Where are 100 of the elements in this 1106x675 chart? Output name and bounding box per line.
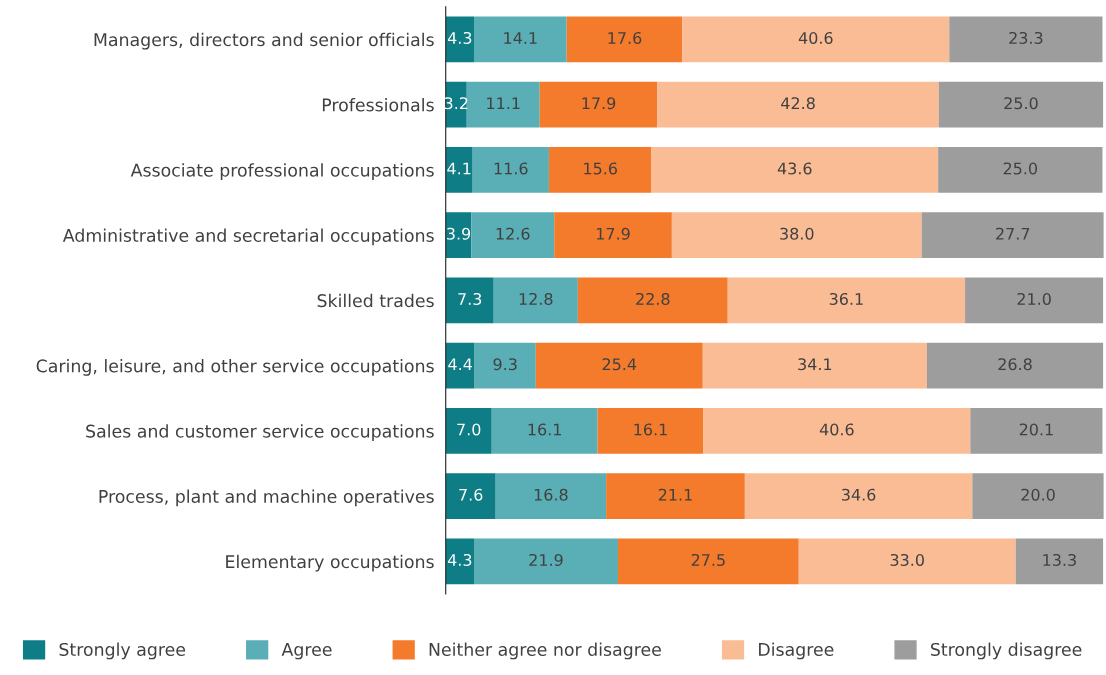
data-label: 3.9 bbox=[447, 227, 471, 240]
bar bbox=[466, 81, 540, 128]
bar bbox=[472, 147, 549, 193]
data-label: 25.0 bbox=[1003, 162, 1038, 175]
data-label: 27.7 bbox=[996, 227, 1030, 240]
bar bbox=[473, 16, 567, 63]
bar bbox=[566, 16, 683, 63]
data-label: 23.3 bbox=[1009, 31, 1043, 45]
bar bbox=[938, 147, 1103, 193]
bar bbox=[445, 212, 472, 258]
data-label: 20.1 bbox=[1019, 423, 1053, 436]
bar bbox=[474, 342, 536, 389]
data-label: 14.1 bbox=[504, 32, 537, 44]
bar bbox=[554, 212, 672, 258]
data-label: 12.6 bbox=[496, 227, 530, 240]
data-label: 7.6 bbox=[459, 488, 483, 501]
data-label: 11.1 bbox=[487, 97, 520, 110]
bar bbox=[548, 147, 652, 193]
data-label: 25.4 bbox=[602, 358, 637, 371]
bar bbox=[445, 408, 492, 454]
bar bbox=[597, 408, 704, 454]
bar bbox=[926, 342, 1104, 389]
data-label: 43.6 bbox=[777, 162, 812, 175]
y-tick-label: Skilled trades bbox=[317, 293, 434, 308]
bar bbox=[657, 81, 939, 128]
bar bbox=[445, 473, 496, 519]
data-label: 21.0 bbox=[1017, 292, 1051, 306]
data-label: 21.1 bbox=[658, 488, 692, 501]
bar bbox=[970, 408, 1103, 454]
data-label: 4.3 bbox=[447, 553, 472, 567]
bar bbox=[577, 277, 728, 324]
data-label: 26.8 bbox=[998, 358, 1032, 371]
bar bbox=[473, 538, 618, 585]
bar bbox=[539, 81, 658, 128]
bar bbox=[798, 538, 1016, 585]
bar bbox=[471, 212, 555, 258]
y-tick-label: Sales and customer service occupations bbox=[86, 424, 434, 442]
bar bbox=[445, 277, 494, 324]
bar bbox=[445, 147, 473, 193]
data-label: 27.5 bbox=[691, 553, 725, 567]
data-label: 38.0 bbox=[780, 227, 814, 240]
data-label: 3.2 bbox=[444, 97, 468, 110]
bar bbox=[938, 81, 1104, 128]
legend-label: Disagree bbox=[759, 642, 834, 660]
data-label: 33.0 bbox=[890, 553, 924, 567]
y-tick-label: Process, plant and machine operatives bbox=[99, 489, 434, 507]
data-label: 15.6 bbox=[584, 162, 617, 175]
y-tick-label: Administrative and secretarial occupations bbox=[62, 228, 434, 246]
bar bbox=[727, 277, 966, 324]
data-label: 36.1 bbox=[829, 292, 863, 306]
data-label: 7.0 bbox=[457, 423, 481, 436]
bar bbox=[535, 342, 703, 389]
data-label: 34.1 bbox=[798, 358, 832, 371]
data-label: 22.8 bbox=[636, 292, 670, 306]
y-tick-label: Associate professional occupations bbox=[130, 163, 434, 181]
y-tick-label: Caring, leisure, and other service occupations bbox=[36, 359, 434, 376]
data-label: 17.9 bbox=[582, 97, 616, 110]
bar bbox=[1015, 538, 1104, 585]
legend-label: Agree bbox=[281, 643, 332, 660]
data-label: 40.6 bbox=[819, 423, 854, 436]
legend-label: Neither agree nor disagree bbox=[429, 642, 661, 660]
bar bbox=[606, 473, 745, 519]
data-label: 16.1 bbox=[528, 423, 561, 436]
bar bbox=[445, 16, 474, 63]
legend-label: Strongly disagree bbox=[930, 642, 1082, 660]
bar bbox=[617, 538, 799, 585]
data-label: 16.8 bbox=[534, 488, 568, 501]
data-label: 34.6 bbox=[842, 488, 876, 501]
bar bbox=[671, 212, 922, 258]
data-label: 20.0 bbox=[1021, 488, 1055, 501]
data-label: 25.0 bbox=[1004, 97, 1038, 110]
y-tick-label: Elementary occupations bbox=[226, 554, 434, 572]
bar bbox=[921, 212, 1104, 258]
bar bbox=[682, 16, 950, 63]
bar bbox=[972, 473, 1104, 519]
data-label: 12.8 bbox=[519, 292, 553, 306]
bar bbox=[491, 408, 598, 454]
bar bbox=[744, 473, 973, 519]
data-label: 40.6 bbox=[798, 31, 833, 45]
bar bbox=[445, 81, 467, 128]
bar bbox=[949, 16, 1103, 63]
data-label: 4.3 bbox=[447, 31, 472, 45]
bar bbox=[495, 473, 607, 519]
bar bbox=[651, 147, 939, 193]
data-label: 9.3 bbox=[493, 358, 517, 371]
data-label: 17.6 bbox=[608, 31, 642, 45]
data-label: 17.9 bbox=[597, 227, 630, 240]
y-tick-label: Professionals bbox=[322, 98, 434, 112]
data-label: 13.3 bbox=[1043, 553, 1076, 567]
bar bbox=[965, 277, 1104, 324]
data-label: 16.1 bbox=[634, 423, 667, 436]
data-label: 42.8 bbox=[781, 97, 815, 110]
data-label: 4.1 bbox=[447, 162, 471, 175]
data-label: 4.4 bbox=[448, 358, 472, 371]
legend-label: Strongly agree bbox=[59, 642, 186, 660]
bar bbox=[445, 538, 474, 585]
bar bbox=[702, 342, 927, 389]
bar bbox=[445, 342, 475, 389]
data-label: 11.6 bbox=[494, 162, 528, 175]
data-label: 7.3 bbox=[458, 292, 482, 306]
